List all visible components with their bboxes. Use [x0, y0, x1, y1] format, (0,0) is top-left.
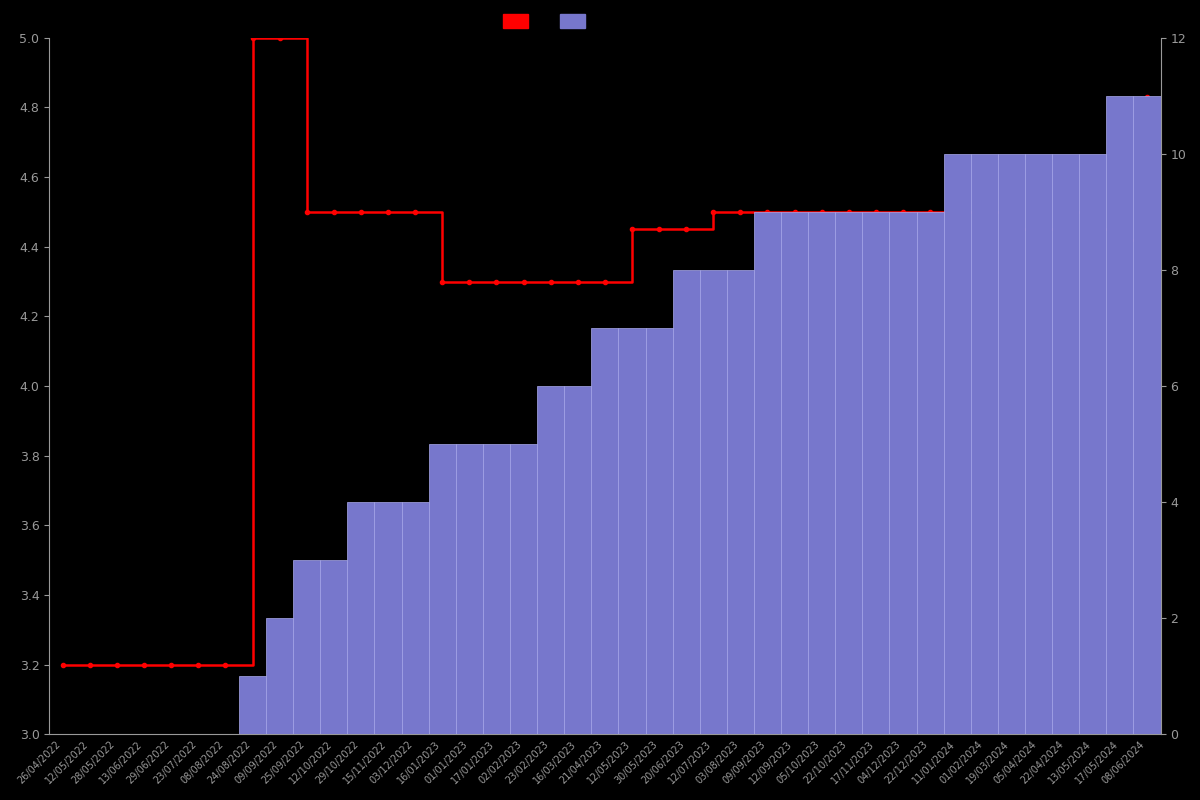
- Bar: [293, 560, 320, 734]
- Bar: [320, 560, 347, 734]
- Bar: [1106, 96, 1134, 734]
- Bar: [727, 270, 754, 734]
- Bar: [428, 444, 456, 734]
- Bar: [592, 328, 618, 734]
- Bar: [863, 212, 889, 734]
- Bar: [510, 444, 538, 734]
- Bar: [673, 270, 700, 734]
- Bar: [808, 212, 835, 734]
- Bar: [1052, 154, 1079, 734]
- Bar: [402, 502, 428, 734]
- Bar: [781, 212, 808, 734]
- Bar: [1079, 154, 1106, 734]
- Bar: [1134, 96, 1160, 734]
- Bar: [998, 154, 1025, 734]
- Bar: [1025, 154, 1052, 734]
- Bar: [618, 328, 646, 734]
- Bar: [266, 618, 293, 734]
- Bar: [482, 444, 510, 734]
- Bar: [538, 386, 564, 734]
- Bar: [971, 154, 998, 734]
- Bar: [347, 502, 374, 734]
- Bar: [754, 212, 781, 734]
- Bar: [564, 386, 592, 734]
- Bar: [456, 444, 482, 734]
- Bar: [646, 328, 673, 734]
- Bar: [917, 212, 943, 734]
- Bar: [700, 270, 727, 734]
- Bar: [943, 154, 971, 734]
- Bar: [374, 502, 402, 734]
- Bar: [889, 212, 917, 734]
- Bar: [835, 212, 863, 734]
- Bar: [239, 677, 266, 734]
- Legend: , : ,: [499, 10, 600, 33]
